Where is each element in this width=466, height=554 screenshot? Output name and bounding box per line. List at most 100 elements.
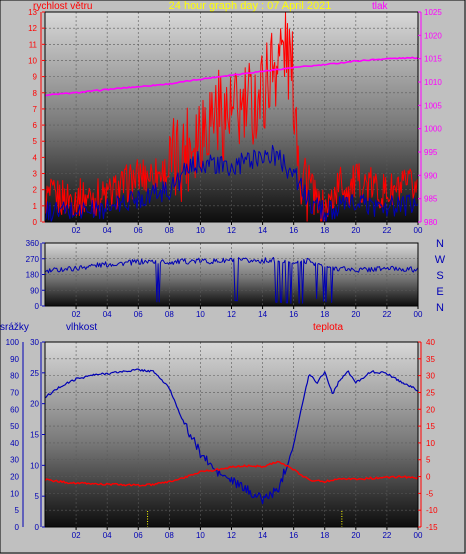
- rain-tick-label: 70: [10, 388, 19, 397]
- y-tick-label: 11: [29, 40, 38, 49]
- y2-tick-label: 1005: [424, 101, 442, 110]
- y-tick-label: 360: [26, 239, 40, 248]
- compass-label: N: [436, 302, 444, 314]
- x-tick-label: 16: [289, 531, 298, 540]
- compass-label: E: [436, 286, 443, 298]
- pressure-series: [45, 56, 419, 97]
- y-tick-label: 0: [33, 218, 38, 227]
- y2-tick-label: 985: [424, 195, 438, 204]
- x-tick-label: 10: [196, 310, 205, 319]
- compass-label: W: [435, 254, 446, 266]
- y-inner-tick-label: 0: [35, 523, 40, 532]
- y-tick-label: 8: [33, 89, 38, 98]
- wind-gust-series: [44, 11, 419, 223]
- y2-tick-label: 990: [424, 171, 438, 180]
- y2-tick-label: 30: [426, 372, 435, 381]
- y2-tick-label: 1000: [424, 125, 442, 134]
- y-tick-label: 13: [28, 8, 37, 17]
- x-tick-label: 20: [351, 226, 360, 235]
- y2-tick-label: 5: [426, 456, 431, 465]
- legend-humidity: vlhkost: [66, 322, 97, 333]
- y-tick-label: 270: [26, 255, 40, 264]
- x-tick-label: 08: [165, 310, 174, 319]
- y2-tick-label: 1020: [424, 31, 442, 40]
- y2-tick-label: 1025: [424, 8, 442, 17]
- compass-label: S: [436, 270, 443, 282]
- rain-tick-label: 40: [10, 439, 19, 448]
- legend-rain: srážky: [0, 322, 29, 333]
- y2-tick-label: 10: [426, 439, 435, 448]
- x-tick-label: 00: [414, 531, 423, 540]
- x-tick-label: 00: [414, 226, 423, 235]
- chart-title: 24 hour graph day : 07 April 2021: [169, 0, 332, 12]
- x-tick-label: 06: [134, 531, 143, 540]
- x-tick-label: 18: [320, 531, 329, 540]
- wind-direction-series: [44, 257, 419, 304]
- y2-tick-label: 15: [426, 422, 435, 431]
- x-tick-label: 02: [72, 531, 81, 540]
- rain-tick-label: 90: [10, 355, 19, 364]
- rain-tick-label: 100: [6, 338, 20, 347]
- y-tick-label: 5: [33, 137, 38, 146]
- x-tick-label: 12: [227, 226, 236, 235]
- y2-tick-label: 1015: [424, 55, 442, 64]
- rain-tick-label: 0: [15, 523, 20, 532]
- x-tick-label: 02: [72, 310, 81, 319]
- y2-tick-label: 25: [426, 388, 435, 397]
- x-tick-label: 00: [414, 310, 423, 319]
- legend-temperature: teplota: [313, 322, 343, 333]
- x-tick-label: 08: [165, 531, 174, 540]
- x-tick-label: 08: [165, 226, 174, 235]
- x-tick-label: 10: [196, 531, 205, 540]
- x-tick-label: 14: [258, 226, 267, 235]
- y2-tick-label: -15: [426, 523, 438, 532]
- x-tick-label: 22: [382, 531, 391, 540]
- y-tick-label: 2: [33, 186, 38, 195]
- y2-tick-label: 40: [426, 338, 435, 347]
- x-tick-label: 12: [227, 310, 236, 319]
- y2-tick-label: -5: [426, 489, 434, 498]
- y-inner-tick-label: 10: [30, 461, 39, 470]
- x-tick-label: 04: [103, 226, 112, 235]
- rain-tick-label: 80: [10, 372, 19, 381]
- x-tick-label: 22: [382, 310, 391, 319]
- y-inner-tick-label: 30: [30, 338, 39, 347]
- x-tick-label: 16: [289, 310, 298, 319]
- humidity-series: [44, 368, 419, 505]
- y-tick-label: 10: [28, 56, 37, 65]
- y-tick-label: 6: [33, 121, 38, 130]
- legend-wind: rychlost větru: [33, 1, 92, 12]
- x-tick-label: 04: [103, 531, 112, 540]
- y-tick-label: 4: [33, 153, 38, 162]
- x-tick-label: 04: [103, 310, 112, 319]
- y-tick-label: 0: [35, 302, 40, 311]
- x-tick-label: 06: [134, 226, 143, 235]
- y2-tick-label: 0: [426, 473, 431, 482]
- rain-tick-label: 60: [10, 405, 19, 414]
- x-tick-label: 14: [258, 310, 267, 319]
- compass-label: N: [436, 238, 444, 250]
- x-tick-label: 18: [320, 310, 329, 319]
- x-tick-label: 06: [134, 310, 143, 319]
- x-tick-label: 02: [72, 226, 81, 235]
- rain-tick-label: 30: [10, 456, 19, 465]
- rain-tick-label: 50: [10, 422, 19, 431]
- x-tick-label: 16: [289, 226, 298, 235]
- y2-tick-label: 35: [426, 355, 435, 364]
- y-tick-label: 9: [33, 73, 38, 82]
- y2-tick-label: 20: [426, 405, 435, 414]
- rain-tick-label: 20: [10, 473, 19, 482]
- x-tick-label: 20: [351, 310, 360, 319]
- y-tick-label: 1: [33, 202, 38, 211]
- x-tick-label: 20: [351, 531, 360, 540]
- y-tick-label: 90: [30, 286, 39, 295]
- y-inner-tick-label: 15: [30, 431, 39, 440]
- rain-tick-label: 5: [15, 506, 20, 515]
- y2-tick-label: 1010: [424, 78, 442, 87]
- rain-tick-label: 10: [10, 489, 19, 498]
- wind-average-series: [44, 144, 419, 223]
- y2-tick-label: 995: [424, 148, 438, 157]
